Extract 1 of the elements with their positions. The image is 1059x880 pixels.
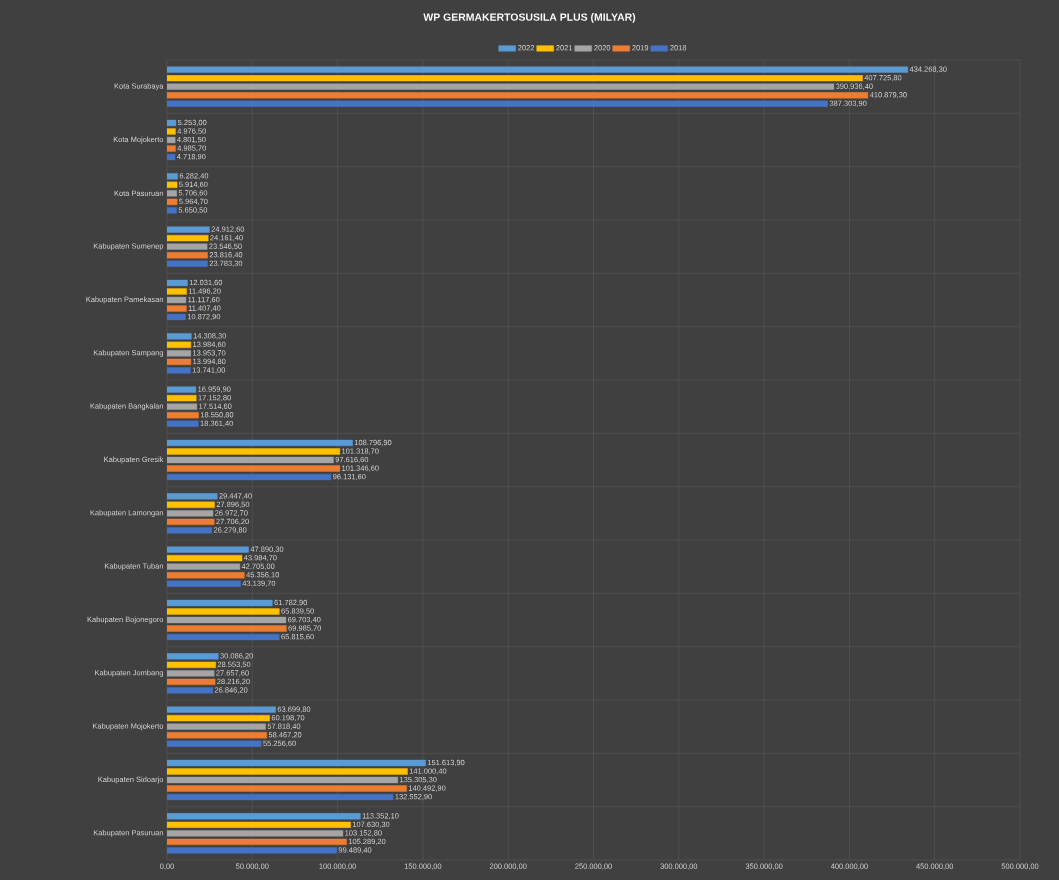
chart-title: WP GERMAKERTOSUSILA PLUS (MILYAR)	[423, 13, 636, 23]
